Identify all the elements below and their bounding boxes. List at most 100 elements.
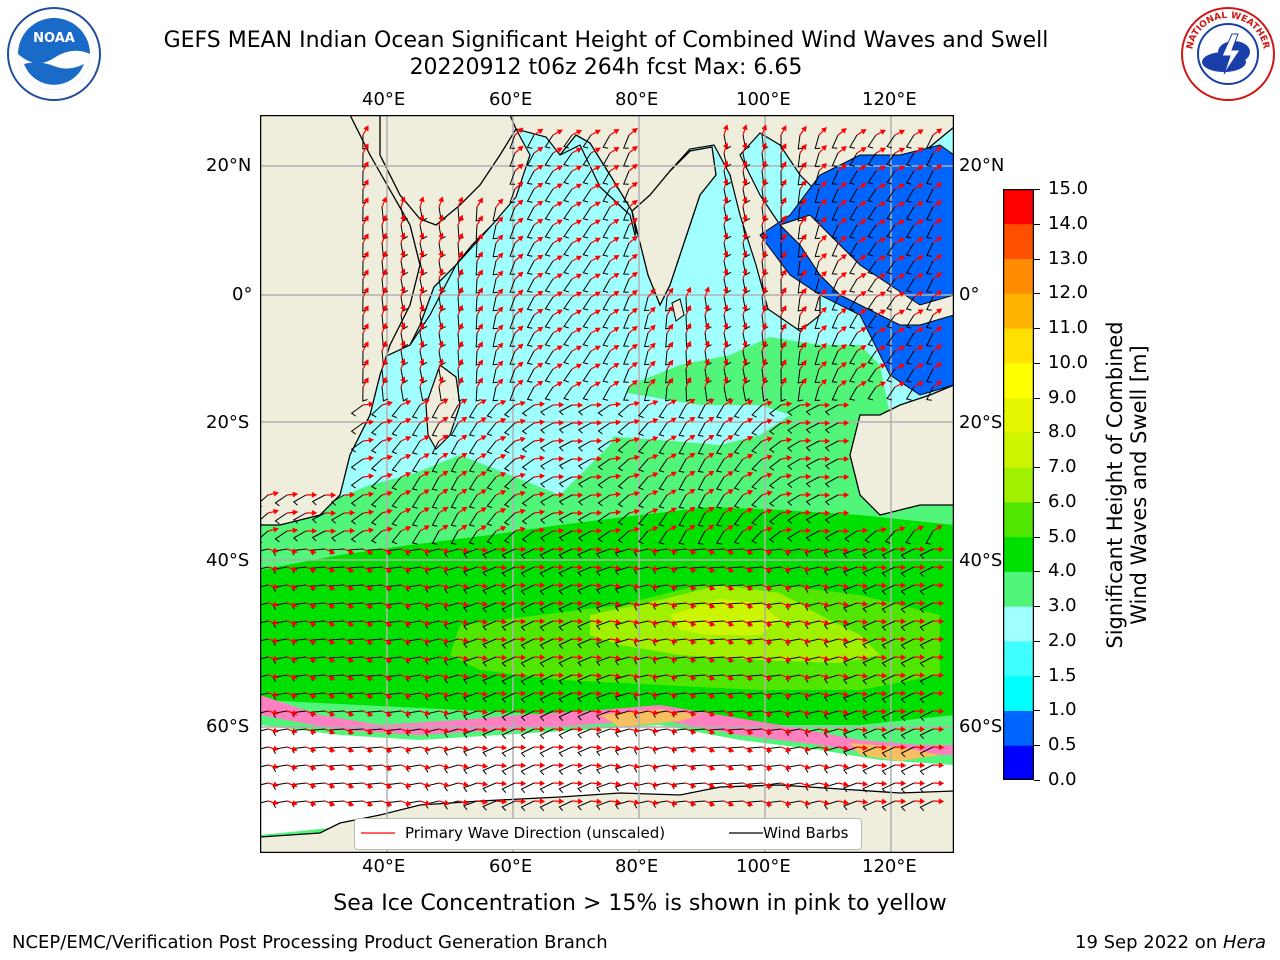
wind-barb (769, 476, 782, 489)
wave-arrow-head (272, 709, 279, 716)
wave-arrow-head (477, 341, 483, 348)
wind-barb (391, 530, 402, 545)
wave-arrow-head (457, 376, 464, 383)
wave-arrow-head (936, 525, 943, 531)
wind-barb (678, 494, 687, 509)
wave-arrow-head (615, 473, 622, 480)
wave-arrow-head (594, 237, 601, 243)
wave-arrow-head (761, 124, 767, 131)
wave-arrow-head (860, 345, 867, 351)
wind-barb (886, 332, 896, 347)
wave-arrow-head (423, 507, 430, 513)
wave-arrow-head (938, 762, 945, 769)
lon-tick-bottom-120: 120°E (862, 856, 917, 877)
wave-arrow-head (577, 798, 584, 805)
wave-arrow-head (477, 359, 483, 366)
wave-arrow-head (862, 780, 869, 787)
wave-arrow-head (272, 763, 279, 770)
wave-arrow-head (917, 201, 924, 207)
wave-arrow-head (898, 291, 906, 297)
wave-arrow-head (671, 728, 678, 734)
wind-barb (350, 404, 364, 417)
wind-barb (814, 314, 821, 330)
wave-arrow-head (900, 582, 907, 589)
colorbar-tick-mark (1034, 432, 1040, 434)
wind-barb (805, 476, 820, 488)
wave-arrow-head (615, 565, 622, 571)
wave-arrow-head (363, 287, 369, 294)
wave-arrow-head (785, 764, 792, 770)
wave-arrow-head (804, 620, 811, 626)
wave-arrow-head (747, 417, 754, 424)
wave-arrow-head (596, 690, 603, 697)
wave-arrow-head (728, 566, 735, 573)
wind-barb (431, 494, 440, 509)
wave-arrow-head (477, 377, 483, 384)
wave-arrow-head (900, 600, 907, 607)
wave-arrow-head (785, 692, 792, 698)
wind-barb (844, 530, 858, 543)
wind-barb (582, 296, 592, 311)
wind-barb (602, 242, 611, 257)
wave-arrow-head (881, 780, 888, 787)
wind-barb (602, 332, 611, 347)
wind-barb (438, 332, 446, 348)
wave-arrow-head (631, 181, 638, 188)
wave-arrow-head (742, 250, 748, 257)
wave-arrow-head (310, 764, 317, 770)
australia (849, 384, 954, 516)
wave-arrow-head (348, 620, 355, 627)
wind-barb (391, 458, 402, 473)
wave-arrow-head (537, 362, 544, 369)
wave-arrow-head (519, 490, 526, 497)
wave-arrow-head (310, 620, 317, 626)
wave-arrow-head (480, 525, 487, 531)
wind-barb (733, 494, 744, 509)
wind-barb (486, 404, 497, 419)
wind-barb (521, 476, 535, 489)
wind-barb (526, 368, 535, 383)
wind-barb (617, 422, 630, 436)
wave-arrow-head (840, 128, 847, 134)
wave-arrow-head (631, 235, 638, 242)
wind-barb (881, 728, 896, 740)
colorbar-tick-label: 10.0 (1048, 351, 1089, 373)
wave-arrow-head (400, 376, 406, 383)
wave-arrow-head (367, 656, 374, 663)
wave-arrow-head (727, 417, 734, 423)
wind-barb (622, 314, 630, 329)
wave-arrow-head (881, 618, 888, 625)
wave-arrow-head (367, 548, 374, 555)
wind-barb (814, 134, 821, 150)
wave-arrow-head (558, 509, 565, 516)
wind-barb (652, 674, 668, 682)
wave-arrow-head (766, 548, 773, 555)
wave-arrow-head (919, 546, 926, 553)
wind-barb (867, 188, 877, 203)
wave-arrow-head (761, 178, 767, 185)
wave-arrow-head (596, 708, 603, 715)
wind-barb (823, 620, 839, 630)
wave-arrow-head (938, 708, 945, 715)
wave-arrow-head (615, 799, 622, 805)
wind-barb (400, 296, 409, 312)
wave-arrow-head (747, 728, 754, 735)
wave-arrow-head (556, 219, 563, 225)
wind-barb (905, 296, 915, 311)
wind-barb (831, 350, 839, 365)
wind-barb (769, 494, 782, 507)
wave-arrow-head (480, 435, 487, 441)
wave-arrow-head (704, 340, 710, 347)
wind-barb (539, 620, 554, 632)
wave-arrow-head (840, 380, 847, 386)
wind-barb (886, 152, 896, 167)
wave-arrow-head (367, 710, 374, 717)
wave-arrow-head (367, 692, 374, 699)
wave-arrow-head (539, 473, 546, 480)
wave-arrow-head (480, 399, 487, 405)
wave-arrow-head (727, 489, 734, 495)
wave-arrow-head (539, 509, 546, 516)
wave-arrow-head (594, 183, 601, 189)
wave-arrow-head (747, 692, 754, 699)
wind-barb (503, 404, 516, 418)
